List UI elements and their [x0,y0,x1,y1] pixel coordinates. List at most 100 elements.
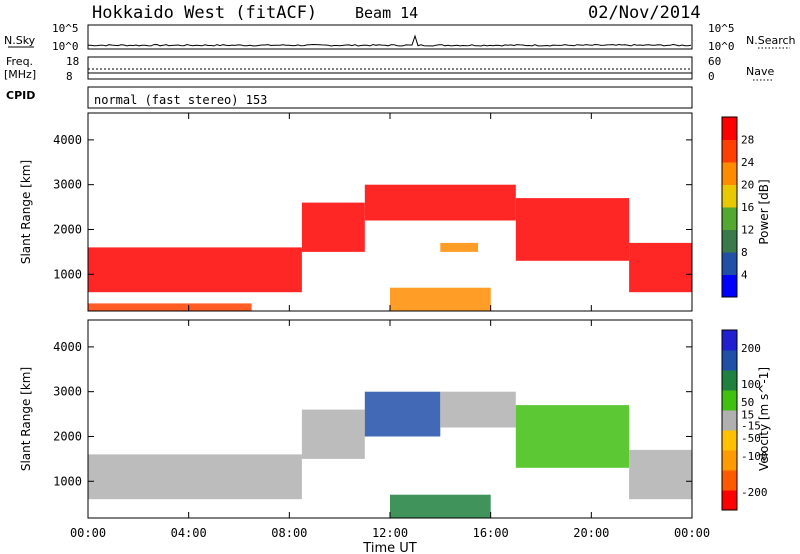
x-tick-label: 16:00 [473,526,509,540]
x-tick-label: 00:00 [70,526,106,540]
colorbar-tick-label: -50 [741,432,761,445]
colorbar-tick-label: 50 [741,396,754,409]
beam-label: Beam 14 [355,4,418,22]
power-x-ticks [87,113,693,311]
data-cell [515,405,630,468]
freq-label: Freq. [6,55,33,68]
noise-sky-trace [87,34,692,47]
y-tick-label: 3000 [53,178,82,192]
colorbar-tick-label: 15 [741,409,754,422]
colorbar-swatch [722,410,737,431]
colorbar-swatch [722,450,737,471]
noise-search-label: N.Search [746,34,796,47]
y-tick-label: 2000 [53,222,82,236]
data-cell [390,287,491,311]
data-cell [364,184,516,221]
data-cell [88,454,302,500]
freq-left-tick-top: 18 [66,55,79,68]
colorbar-swatch [722,490,737,511]
freq-unit-label: [MHz] [4,68,36,81]
colorbar-swatch [722,117,737,140]
data-cell [440,391,516,428]
colorbar-swatch [722,430,737,451]
data-cell [515,198,630,261]
nave-label: Nave [746,65,774,78]
freq-right-tick-bottom: 0 [708,70,715,83]
cpid-panel-frame [87,86,693,109]
colorbar-frame [721,329,738,511]
colorbar-swatch [722,350,737,371]
time-axis-labels: 00:00 04:00 08:00 12:00 16:00 20:00 00:00 [70,526,710,540]
colorbar-swatch [722,162,737,185]
freq-panel-frame [87,56,693,80]
colorbar-tick-label: -15 [741,419,761,432]
colorbar-swatch [722,252,737,275]
power-y-ticks: 1000 2000 3000 4000 [53,133,692,281]
noise-left-tick-bottom: 10^0 [52,40,79,53]
data-cell [88,303,252,311]
y-tick-label: 1000 [53,474,82,488]
x-tick-label: 12:00 [372,526,408,540]
colorbar-swatch [722,139,737,163]
colorbar-swatch [722,390,737,411]
colorbar-frame [721,116,738,298]
cpid-text: normal (fast stereo) 153 [94,93,267,107]
colorbar-swatch [722,207,737,230]
x-axis-label: Time UT [362,541,416,554]
x-tick-label: 04:00 [171,526,207,540]
data-cell [390,494,491,518]
power-colorbar: 4 8 12 16 20 24 28 [721,116,755,298]
data-cell [88,247,302,293]
noise-sky-label: N.Sky [4,34,36,47]
station-title: Hokkaido West (fitACF) [92,3,317,23]
data-cell [629,449,692,500]
colorbar-tick-label: -200 [741,486,768,499]
x-tick-label: 08:00 [271,526,307,540]
y-tick-label: 2000 [53,429,82,443]
y-tick-label: 4000 [53,340,82,354]
colorbar-tick-label: 28 [741,134,754,147]
colorbar-tick-label: 100 [741,378,761,391]
noise-left-tick-top: 10^5 [52,22,79,35]
colorbar-swatch [722,370,737,391]
data-cell [364,391,441,437]
velocity-y-ticks: 1000 2000 3000 4000 [53,340,692,488]
freq-left-tick-bottom: 8 [66,70,73,83]
colorbar-swatch [722,330,737,351]
power-y-axis-label: Slant Range [km] [19,160,33,264]
y-tick-label: 4000 [53,133,82,147]
freq-right-tick-top: 60 [708,55,721,68]
colorbar-tick-label: -100 [741,450,768,463]
date-label: 02/Nov/2014 [588,3,701,23]
colorbar-tick-label: 16 [741,201,754,214]
velocity-x-ticks [87,320,693,518]
power-colorbar-label: Power [dB] [757,179,771,244]
colorbar-tick-label: 24 [741,156,755,169]
colorbar-swatch [722,274,737,298]
noise-panel-frame [87,24,693,50]
colorbar-tick-label: 200 [741,342,761,355]
data-cell [629,242,692,293]
colorbar-tick-label: 8 [741,246,748,259]
power-heatmap [88,184,692,311]
colorbar-swatch [722,184,737,208]
cpid-label: CPID [6,89,35,102]
colorbar-tick-label: 20 [741,179,754,192]
velocity-heatmap [88,391,692,518]
data-cell [301,202,365,252]
colorbar-swatch [722,470,737,491]
noise-right-tick-bottom: 10^0 [708,40,735,53]
data-cell [440,242,479,252]
colorbar-tick-label: 12 [741,224,754,237]
colorbar-swatch [722,229,737,253]
noise-right-tick-top: 10^5 [708,22,735,35]
y-tick-label: 3000 [53,385,82,399]
x-tick-label: 00:00 [674,526,710,540]
x-tick-label: 20:00 [573,526,609,540]
velocity-y-axis-label: Slant Range [km] [19,367,33,471]
colorbar-tick-label: 4 [741,269,748,282]
velocity-colorbar-label: Velocity [m s^-1] [757,367,771,471]
data-cell [301,409,365,459]
